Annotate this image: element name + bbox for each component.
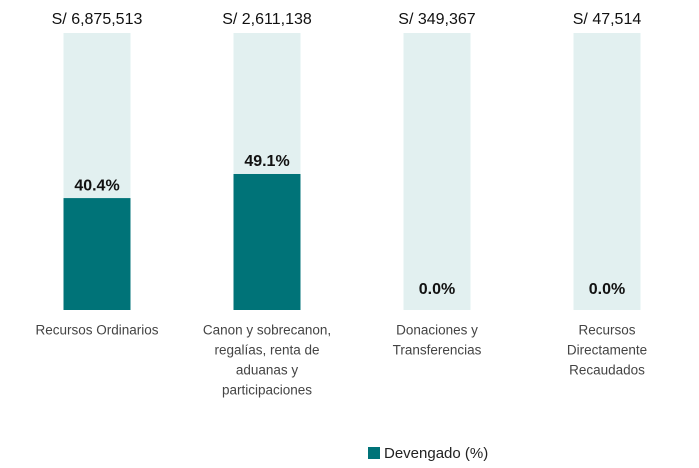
total-label: S/ 47,514 (573, 11, 642, 28)
x-tick-label: Canon y sobrecanon, (203, 323, 331, 338)
x-tick-label: Directamente (567, 343, 647, 358)
x-tick-label: Recaudados (569, 363, 645, 378)
x-tick-label: Recursos Ordinarios (35, 323, 158, 338)
value-label: 40.4% (74, 177, 119, 194)
bar-track (573, 33, 641, 310)
legend-swatch (368, 447, 380, 459)
value-label: 0.0% (589, 281, 625, 298)
total-label: S/ 349,367 (398, 11, 476, 28)
legend-label: Devengado (%) (384, 445, 488, 462)
x-tick-label: Recursos (578, 323, 635, 338)
bar-track (403, 33, 471, 310)
total-label: S/ 2,611,138 (222, 11, 312, 28)
x-tick-label: regalías, renta de (214, 343, 319, 358)
bar (63, 198, 131, 310)
bar (233, 173, 301, 310)
x-tick-label: participaciones (222, 383, 312, 398)
total-label: S/ 6,875,513 (52, 11, 143, 28)
value-label: 0.0% (419, 281, 455, 298)
value-label: 49.1% (244, 153, 289, 170)
x-tick-label: aduanas y (236, 363, 299, 378)
x-tick-label: Donaciones y (396, 323, 478, 338)
x-tick-label: Transferencias (393, 343, 482, 358)
